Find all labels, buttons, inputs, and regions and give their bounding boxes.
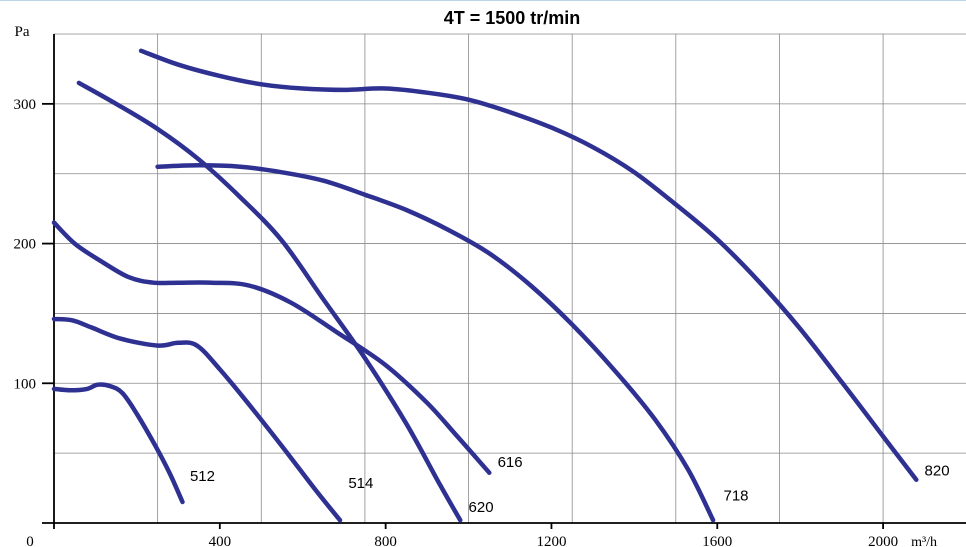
x-tick-label: 0 — [26, 534, 34, 547]
curve-514 — [51, 316, 343, 523]
top-border — [0, 0, 966, 1]
curve-label-616: 616 — [498, 454, 523, 471]
curve-label-620: 620 — [469, 499, 494, 516]
curve-620 — [76, 80, 463, 523]
curve-label-514: 514 — [348, 475, 373, 492]
axis-layer — [42, 34, 966, 529]
chart-title: 4T = 1500 tr/min — [444, 8, 581, 28]
x-axis-unit-label: m³/h — [911, 535, 937, 547]
curve-label-512: 512 — [190, 468, 215, 485]
curve-718 — [155, 163, 716, 523]
y-axis-label: Pa — [15, 24, 30, 40]
curve-820 — [138, 48, 919, 482]
grid-layer — [54, 33, 966, 523]
curve-label-718: 718 — [723, 488, 748, 505]
curve-layer — [51, 48, 919, 523]
y-tick-label: 100 — [14, 376, 37, 392]
x-tick-label: 400 — [209, 534, 232, 547]
curve-616 — [51, 220, 492, 475]
tick-label-layer: 100 200 300 0 400 800 1200 1600 2000 m³/h — [14, 97, 938, 547]
curve-512 — [51, 382, 185, 505]
x-tick-label: 1200 — [536, 534, 566, 547]
curve-label-layer: 512 514 616 620 718 820 — [190, 454, 950, 516]
y-tick-label: 200 — [14, 237, 37, 253]
x-tick-label: 800 — [374, 534, 397, 547]
x-tick-label: 1600 — [702, 534, 732, 547]
curve-label-820: 820 — [925, 462, 950, 479]
x-tick-label: 2000 — [868, 534, 898, 547]
y-tick-label: 300 — [14, 97, 37, 113]
